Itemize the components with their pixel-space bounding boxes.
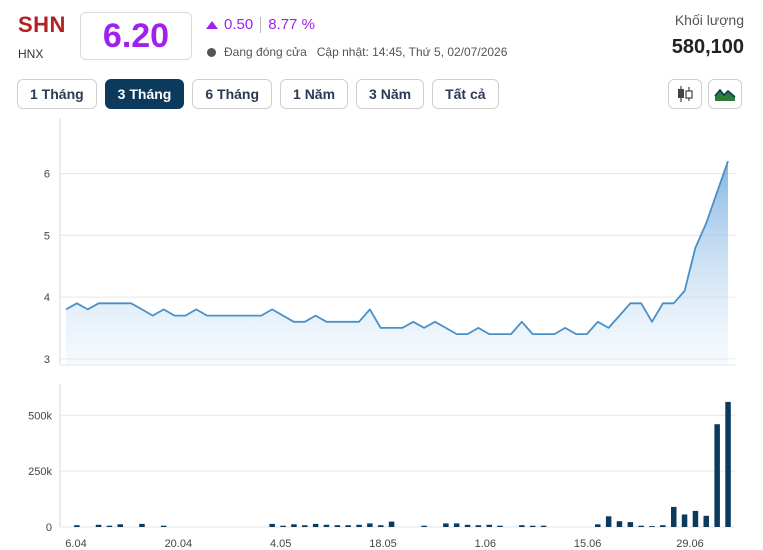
change-divider — [260, 16, 262, 33]
tab-3-months[interactable]: 3 Tháng — [104, 79, 185, 109]
volume-bar — [74, 525, 80, 527]
price-line — [65, 160, 729, 335]
volume-bar — [312, 523, 319, 527]
tab-1-year[interactable]: 1 Năm — [280, 79, 349, 109]
status-dot-icon — [207, 47, 216, 57]
market-status: Đang đóng cửa Cập nhật: 14:45, Thứ 5, 02… — [207, 45, 507, 59]
change-value: 0.50 — [224, 16, 254, 33]
exchange-label: HNX — [18, 47, 44, 61]
x-tick-label: 20.04 — [165, 538, 193, 550]
volume-bar — [443, 523, 449, 527]
volume-bar — [106, 525, 113, 527]
status-text: Đang đóng cửa — [224, 45, 307, 59]
volume-bar — [475, 525, 482, 527]
volume-bar — [334, 525, 341, 527]
volume-bar — [519, 525, 525, 527]
volume-bar — [681, 514, 688, 527]
volume-bar — [453, 523, 460, 527]
volume-bar — [627, 522, 634, 527]
volume-bar — [595, 524, 601, 527]
volume-bar — [649, 526, 655, 527]
volume-bar — [378, 525, 384, 527]
tab-all[interactable]: Tất cả — [432, 79, 499, 109]
volume-bar — [117, 524, 123, 527]
volume-bar — [95, 524, 102, 527]
price-tick-label: 5 — [44, 230, 50, 242]
volume-bar — [160, 525, 167, 527]
updated-time: Cập nhật: 14:45, Thứ 5, 02/07/2026 — [316, 45, 508, 59]
candlestick-button[interactable] — [668, 79, 702, 109]
tab-1-month[interactable]: 1 Tháng — [17, 79, 97, 109]
x-tick-label: 18.05 — [369, 538, 397, 550]
volume-bar — [616, 521, 623, 527]
up-arrow-icon — [206, 20, 218, 29]
tab-3-years[interactable]: 3 Năm — [356, 79, 425, 109]
volume-bar — [139, 523, 145, 527]
volume-bar — [703, 515, 709, 527]
volume-bar — [605, 516, 612, 527]
price-change: 0.50 8.77 % — [206, 16, 315, 33]
x-tick-label: 6.04 — [65, 538, 86, 550]
volume-bar — [323, 524, 330, 527]
volume-tick-label: 500k — [28, 410, 52, 422]
area-chart-button[interactable] — [708, 79, 742, 109]
candlestick-icon — [678, 86, 693, 102]
x-tick-label: 15.06 — [574, 538, 602, 550]
volume-bar — [671, 506, 677, 527]
volume-bar — [291, 524, 297, 527]
ticker-symbol: SHN — [18, 12, 66, 37]
volume-bar — [540, 525, 547, 527]
current-price: 6.20 — [80, 12, 192, 60]
volume-label: Khối lượng — [674, 12, 744, 28]
volume-bar — [486, 524, 492, 527]
price-area-fill — [66, 161, 728, 365]
volume-bar — [692, 510, 699, 527]
area-chart-icon — [714, 88, 736, 101]
x-tick-label: 4.05 — [270, 538, 291, 550]
volume-bar — [497, 525, 503, 527]
volume-bar — [464, 524, 471, 527]
volume-bar — [280, 525, 286, 527]
price-tick-label: 4 — [44, 292, 50, 304]
volume-bar — [302, 525, 308, 527]
volume-bar — [529, 525, 536, 527]
x-tick-label: 1.06 — [475, 538, 496, 550]
volume-bar — [725, 401, 731, 527]
volume-tick-label: 250k — [28, 466, 52, 478]
volume-bar — [421, 525, 427, 527]
x-tick-label: 29.06 — [676, 538, 704, 550]
volume-bar — [269, 523, 275, 527]
volume-bar — [638, 525, 644, 527]
volume-value: 580,100 — [671, 36, 744, 58]
volume-bar — [714, 424, 720, 527]
price-tick-label: 6 — [44, 169, 50, 181]
price-tick-label: 3 — [44, 354, 50, 366]
change-percent: 8.77 % — [268, 16, 315, 33]
volume-bar — [660, 525, 666, 527]
tab-6-months[interactable]: 6 Tháng — [192, 79, 273, 109]
range-tabs: 1 Tháng 3 Tháng 6 Tháng 1 Năm 3 Năm Tất … — [17, 79, 507, 109]
volume-bar — [388, 521, 395, 527]
volume-bar — [367, 523, 373, 527]
volume-bar — [356, 524, 362, 527]
volume-tick-label: 0 — [46, 522, 52, 534]
volume-bar — [345, 525, 351, 527]
